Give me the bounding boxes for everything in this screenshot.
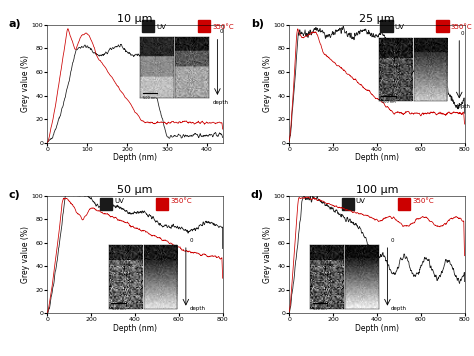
FancyBboxPatch shape: [342, 198, 354, 210]
Y-axis label: Grey value (%): Grey value (%): [263, 55, 272, 112]
Text: 0: 0: [189, 238, 193, 243]
Text: depth: depth: [189, 306, 205, 311]
FancyBboxPatch shape: [398, 198, 410, 210]
Text: UV: UV: [356, 198, 366, 204]
Text: 350°C: 350°C: [450, 24, 472, 30]
Title: 25 μm: 25 μm: [359, 14, 395, 24]
FancyBboxPatch shape: [142, 20, 155, 32]
Title: 100 μm: 100 μm: [356, 185, 398, 195]
X-axis label: Depth (nm): Depth (nm): [113, 153, 157, 162]
FancyBboxPatch shape: [437, 20, 449, 32]
Text: depth: depth: [213, 100, 229, 105]
X-axis label: Depth (nm): Depth (nm): [355, 153, 399, 162]
Text: c): c): [9, 190, 20, 200]
Text: depth: depth: [391, 306, 407, 311]
Title: 10 μm: 10 μm: [117, 14, 153, 24]
Y-axis label: Grey value (%): Grey value (%): [21, 226, 30, 283]
Text: b): b): [251, 19, 264, 29]
Text: 0: 0: [391, 238, 394, 243]
FancyBboxPatch shape: [156, 198, 168, 210]
Text: 350°C: 350°C: [170, 198, 191, 204]
Text: a): a): [9, 19, 21, 29]
X-axis label: Depth (nm): Depth (nm): [113, 324, 157, 333]
Y-axis label: Grey value (%): Grey value (%): [21, 55, 30, 112]
FancyBboxPatch shape: [198, 20, 210, 32]
Text: 350°C: 350°C: [212, 24, 234, 30]
Text: 0: 0: [219, 29, 223, 34]
FancyBboxPatch shape: [100, 198, 112, 210]
Text: UV: UV: [156, 24, 166, 30]
Text: UV: UV: [394, 24, 404, 30]
Title: 50 μm: 50 μm: [117, 185, 153, 195]
Text: depth: depth: [455, 104, 471, 109]
FancyBboxPatch shape: [381, 20, 392, 32]
Y-axis label: Grey value (%): Grey value (%): [263, 226, 272, 283]
Text: 0: 0: [461, 31, 465, 36]
X-axis label: Depth (nm): Depth (nm): [355, 324, 399, 333]
Text: 350°C: 350°C: [412, 198, 434, 204]
Text: d): d): [251, 190, 264, 200]
Text: UV: UV: [114, 198, 124, 204]
